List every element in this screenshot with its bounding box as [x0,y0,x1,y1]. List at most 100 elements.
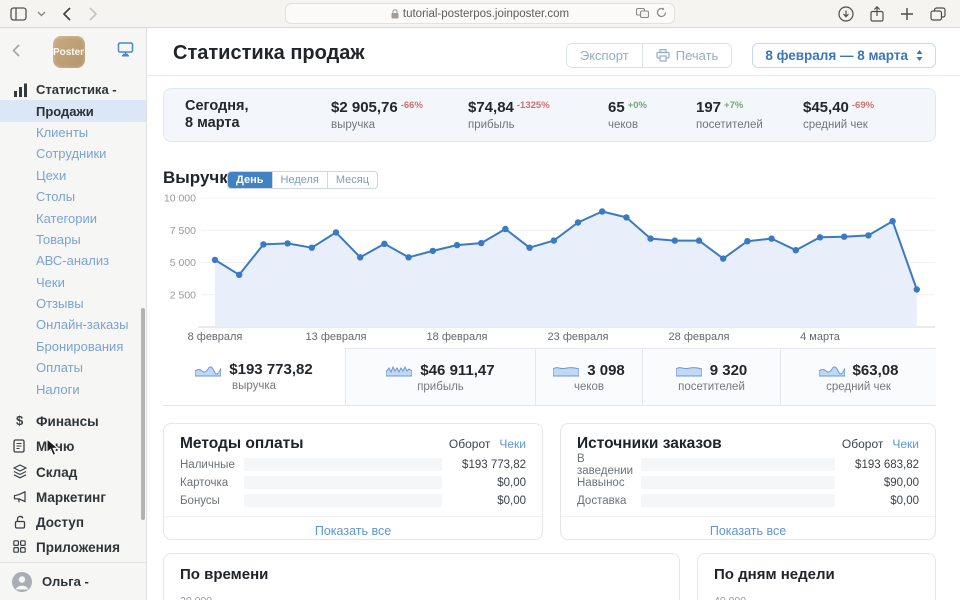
svg-text:13 февраля: 13 февраля [306,331,367,343]
today-stat-revenue: $2 905,76 -66% выручка [331,99,423,131]
sidebar-item-tables[interactable]: Столы [36,189,76,205]
tab-overview-icon[interactable] [930,6,946,21]
metric-receipts[interactable]: 3 098 чеков [535,348,642,405]
sidebar: Poster Статистика - Продажи Клиенты Сотр… [0,28,147,600]
sidebar-section-applications[interactable]: Приложения [0,535,146,560]
collapse-sidebar-icon[interactable] [12,43,20,61]
panel-title: По дням недели [714,566,835,583]
sidebar-section-menu[interactable]: Меню [0,434,146,459]
sidebar-section-marketing[interactable]: Маркетинг [0,485,146,510]
svg-text:10 000: 10 000 [164,193,196,205]
bar-track [244,476,442,489]
sparkline-icon [675,367,702,377]
page-title: Статистика продаж [173,42,365,64]
back-button[interactable] [62,6,71,21]
share-icon[interactable] [870,5,884,22]
delta-badge: +7% [724,100,744,111]
sidebar-item-employees[interactable]: Сотрудники [36,146,107,162]
svg-text:23 февраля: 23 февраля [548,331,609,343]
svg-text:5 000: 5 000 [170,257,196,269]
metric-selector-row: $193 773,82 выручка $46 911,47 прибыль 3… [163,348,936,406]
sidebar-item-abc-analysis[interactable]: АВС-анализ [36,253,110,269]
tab-week[interactable]: Неделя [271,172,327,188]
toggle-receipts[interactable]: Чеки [499,437,526,451]
sidebar-item-reviews[interactable]: Отзывы [36,296,84,312]
period-tabs: День Неделя Месяц [227,171,379,189]
metric-visitors[interactable]: 9 320 посетителей [642,348,780,405]
delta-badge: -1325% [516,100,550,111]
downloads-icon[interactable] [838,5,854,22]
today-stat-visitors: 197 +7% посетителей [696,99,763,131]
sparkline-icon [553,367,580,377]
user-name: Ольга - [42,574,89,589]
sidebar-item-categories[interactable]: Категории [36,210,97,226]
toggle-turnover[interactable]: Оборот [841,437,884,451]
sparkline-icon [386,365,413,377]
bar-track [641,494,835,507]
forward-button[interactable] [89,6,98,21]
printer-icon [656,49,670,62]
poster-logo[interactable]: Poster [52,36,85,68]
bar-track [244,494,442,507]
metric-revenue[interactable]: $193 773,82 выручка [163,348,345,405]
pos-terminal-icon[interactable] [117,42,134,62]
reload-icon[interactable] [656,7,667,18]
apps-grid-icon [13,540,26,556]
sidebar-item-clients[interactable]: Клиенты [36,124,89,140]
dollar-icon: $ [16,412,24,428]
address-bar[interactable]: tutorial-posterpos.joinposter.com [285,3,675,24]
by-time-panel: По времени 20 000 [163,553,680,600]
new-tab-icon[interactable] [900,7,914,21]
revenue-line-chart: 2 500 5 000 7 500 10 000 8 февраля 13 февраля… [164,193,935,343]
panel-title: Методы оплаты [180,435,304,452]
today-stats-card: Сегодня, 8 марта $2 905,76 -66% выручка $… [163,88,936,142]
sidebar-item-products[interactable]: Товары [36,231,81,247]
megaphone-icon [13,490,27,507]
metric-profit[interactable]: $46 911,47 прибыль [345,348,535,405]
stepper-arrows-icon [916,50,923,61]
sparkline-icon [818,366,845,377]
sidebar-item-workshops[interactable]: Цехи [36,167,67,183]
tab-month[interactable]: Месяц [326,172,378,188]
bar-track [244,458,442,471]
sidebar-section-finance[interactable]: $ Финансы [16,412,99,429]
padlock-icon [13,515,27,532]
user-menu[interactable]: Ольга - [0,562,146,600]
translate-icon[interactable] [636,7,649,18]
lock-icon [391,8,399,18]
print-button[interactable]: Печать [641,44,732,67]
panel-title: Источники заказов [577,435,722,452]
sidebar-item-payments[interactable]: Оплаты [36,360,83,376]
bar-track [641,476,835,489]
show-all-link[interactable]: Показать все [164,516,542,538]
date-range-picker[interactable]: 8 февраля — 8 марта [752,43,936,68]
tab-day[interactable]: День [228,172,272,188]
sidebar-item-statistics[interactable]: Статистика - [0,79,146,100]
sidebar-item-online-orders[interactable]: Онлайн-заказы [36,317,129,333]
sidebar-item-reservations[interactable]: Бронирования [36,338,124,354]
revenue-chart-title: Выручка [163,168,238,187]
y-axis-tick: 20 000 [180,595,663,600]
sidebar-section-access[interactable]: Доступ [0,510,146,535]
svg-text:28 февраля: 28 февраля [669,331,730,343]
header-divider [147,75,960,76]
sidebar-section-inventory[interactable]: Склад [0,459,146,484]
document-icon [13,439,25,456]
today-stat-avg-receipt: $45,40 -69% средний чек [803,99,875,131]
metric-avg-receipt[interactable]: $63,08 средний чек [780,348,936,405]
today-stat-profit: $74,84 -1325% прибыль [468,99,550,131]
y-axis-tick: 40 000 [714,595,919,600]
today-date: Сегодня, 8 марта [185,98,249,131]
chevron-down-icon[interactable] [37,11,46,17]
sidebar-item-receipts[interactable]: Чеки [36,274,65,290]
toggle-turnover[interactable]: Оборот [448,437,491,451]
sidebar-scrollbar[interactable] [141,308,145,520]
toggle-receipts[interactable]: Чеки [892,437,919,451]
sidebar-item-sales[interactable]: Продажи [0,100,146,122]
export-button[interactable]: Экспорт [566,44,642,67]
svg-text:2 500: 2 500 [170,289,196,301]
sidebar-item-taxes[interactable]: Налоги [36,381,80,397]
bar-chart-icon [13,83,29,100]
show-all-link[interactable]: Показать все [561,516,935,538]
sidebar-toggle-icon[interactable] [10,6,27,21]
